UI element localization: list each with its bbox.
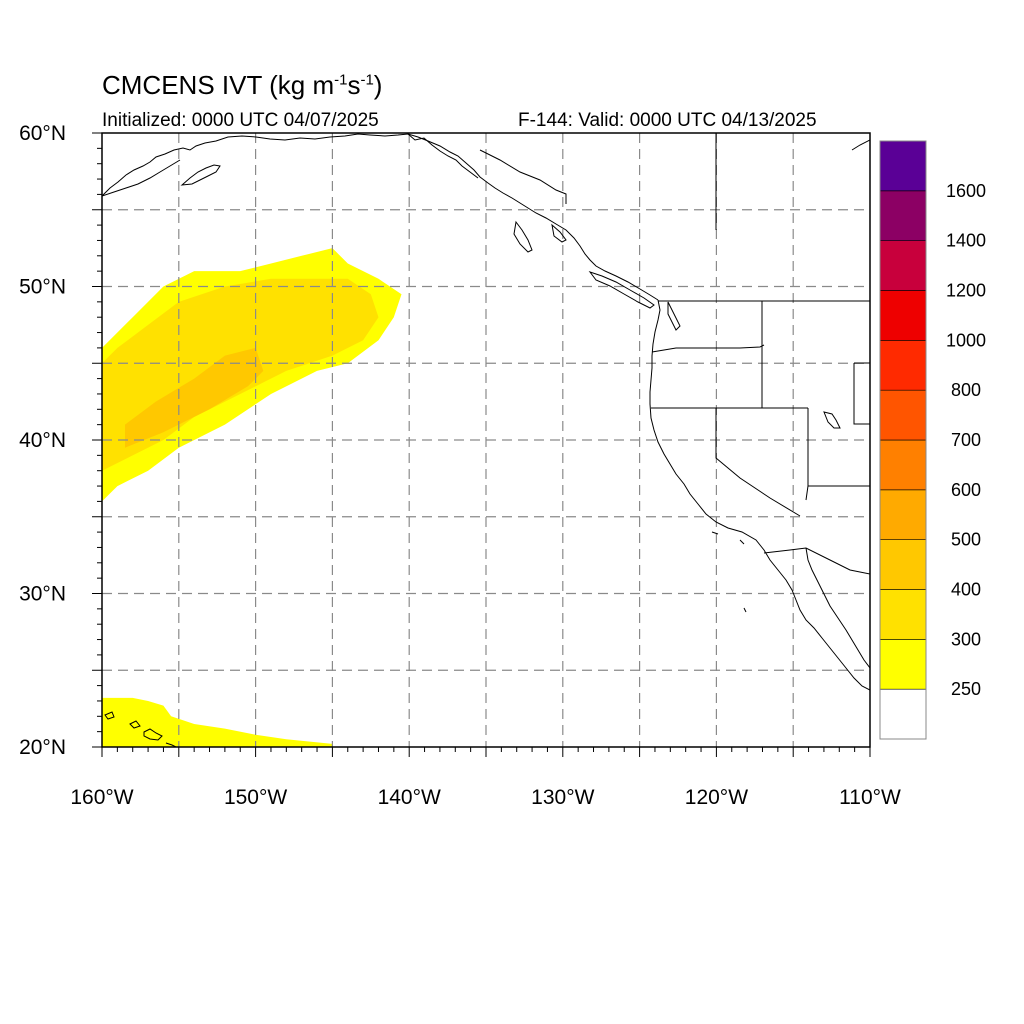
colorbar-swatch: [879, 688, 927, 740]
ivt-fields: [102, 248, 402, 747]
graticule: [102, 133, 870, 747]
lat-label: 40°N: [19, 429, 66, 452]
colorbar-label: 1200: [946, 281, 986, 301]
title-mid: s: [347, 70, 361, 100]
axis-ticks: [92, 132, 871, 757]
great-salt-lake: [823, 411, 841, 429]
alaska-inland-coast: [407, 133, 479, 179]
colorbar-label: 500: [951, 530, 981, 550]
colorbar-swatch: [879, 539, 927, 590]
hawaii-islands: [104, 711, 177, 747]
title-close: ): [373, 70, 383, 100]
wyoming-box: [853, 362, 870, 425]
channel-islands: [711, 531, 747, 613]
lon-label: 160°W: [70, 786, 133, 809]
colorbar-label: 400: [951, 580, 981, 600]
colorbar-swatch: [879, 140, 927, 192]
colorbar-swatch: [879, 190, 927, 241]
title-exp-1: -1: [334, 71, 348, 89]
colorbar-label: 800: [951, 380, 981, 400]
title-main: CMCENS IVT (kg m: [102, 70, 335, 100]
colorbar-label: 250: [951, 679, 981, 699]
colorbar-label: 300: [951, 629, 981, 649]
us-mexico-border: [763, 547, 870, 575]
colorbar-label: 1600: [946, 181, 986, 201]
lon-label: 110°W: [839, 786, 901, 809]
lat-label: 50°N: [19, 276, 66, 299]
colorbar-swatch: [879, 439, 927, 491]
colorbar-swatch: [879, 589, 927, 640]
chart-title: CMCENS IVT (kg m-1s-1): [102, 70, 382, 101]
colorbar-label: 1000: [946, 330, 986, 350]
lat-label: 60°N: [19, 122, 66, 145]
kodiak-island: [180, 164, 221, 186]
lat-label: 30°N: [19, 583, 66, 606]
initialized-label: Initialized: 0000 UTC 04/07/2025: [102, 110, 379, 131]
bc-islands: [513, 220, 655, 309]
west-coast-us: [649, 299, 870, 691]
ne-coast-fragment: [851, 139, 870, 151]
coastlines: [102, 133, 870, 747]
lon-label: 150°W: [224, 786, 287, 809]
colorbar-label: 1400: [946, 231, 986, 251]
political-borders: [479, 133, 870, 575]
washington-oregon-border: [651, 344, 765, 353]
colorbar-label: 700: [951, 430, 981, 450]
colorbar-swatch: [879, 639, 927, 690]
baja-gulf-coast: [805, 547, 870, 669]
california-nevada-border: [715, 408, 801, 517]
colorbar-swatch: [879, 389, 927, 441]
lat-label: 20°N: [19, 736, 66, 759]
lon-label: 140°W: [378, 786, 441, 809]
colorbar-swatch: [879, 240, 927, 291]
colorbar-swatch: [879, 290, 927, 341]
lon-label: 120°W: [685, 786, 748, 809]
lon-label: 130°W: [531, 786, 594, 809]
nevada-utah-border: [805, 408, 809, 501]
colorbar: 250 300 400 500 600 700 800 1000 1200 1400 1600: [879, 140, 986, 740]
alaska-peninsula: [102, 159, 181, 197]
colorbar-swatch: [879, 340, 927, 391]
alaska-coast: [102, 133, 659, 301]
colorbar-label: 600: [951, 480, 981, 500]
title-exp-2: -1: [360, 71, 374, 89]
colorbar-swatch: [879, 489, 927, 540]
valid-time-label: F-144: Valid: 0000 UTC 04/13/2025: [518, 110, 817, 131]
axis-labels: 160°W 150°W 140°W 130°W 120°W 110°W 20°N 30°N 40…: [19, 122, 901, 809]
puget-sound: [667, 301, 681, 331]
northeast-pacific-plume-ivt-500: [125, 347, 264, 448]
colorbar-frame: [879, 140, 927, 740]
bc-alaska-panhandle: [479, 149, 567, 204]
